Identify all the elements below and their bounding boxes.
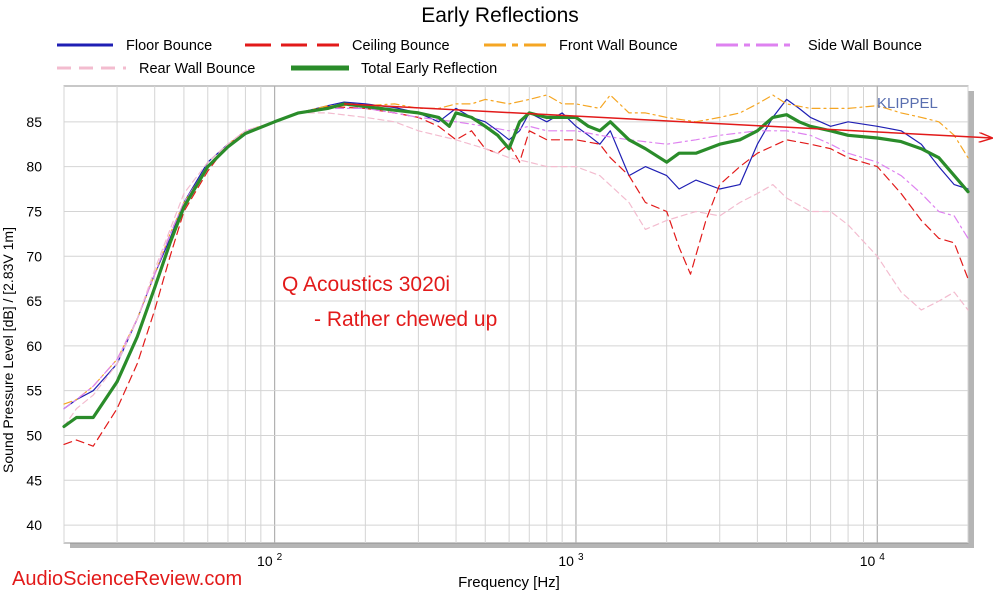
legend-item-floor-bounce: Floor Bounce bbox=[57, 38, 212, 54]
plot-area bbox=[63, 85, 969, 544]
legend-label: Side Wall Bounce bbox=[808, 38, 922, 54]
x-tick-label: 10 4 bbox=[860, 552, 886, 569]
series-layer bbox=[62, 94, 970, 447]
chart-title: Early Reflections bbox=[421, 4, 579, 27]
x-tick-label: 10 3 bbox=[558, 552, 584, 569]
x-tick-base: 10 bbox=[257, 553, 273, 569]
y-tick-label: 85 bbox=[26, 114, 42, 130]
annotation-model-name: Q Acoustics 3020i bbox=[282, 273, 450, 296]
y-tick-label: 80 bbox=[26, 159, 42, 175]
y-tick-label: 75 bbox=[26, 203, 42, 219]
grid bbox=[63, 86, 969, 543]
trend-arrow-layer bbox=[344, 103, 992, 138]
x-tick-base: 10 bbox=[860, 553, 876, 569]
x-tick-exponent: 3 bbox=[578, 552, 584, 563]
y-tick-label: 40 bbox=[26, 517, 42, 533]
watermark: AudioScienceReview.com bbox=[12, 568, 242, 590]
y-tick-label: 65 bbox=[26, 293, 42, 309]
legend-item-total-early-reflection: Total Early Reflection bbox=[291, 61, 497, 77]
series-total-early-reflection bbox=[62, 102, 970, 429]
trend-arrow bbox=[344, 103, 992, 138]
y-tick-label: 70 bbox=[26, 248, 42, 264]
y-tick-label: 45 bbox=[26, 472, 42, 488]
y-axis-label: Sound Pressure Level [dB] / [2.83V 1m] bbox=[0, 227, 16, 473]
legend-label: Ceiling Bounce bbox=[352, 38, 450, 54]
legend: Floor Bounce Ceiling Bounce Front Wall B… bbox=[57, 38, 922, 77]
annotation-comment: - Rather chewed up bbox=[314, 308, 497, 331]
x-axis-ticks: 10 2 10 3 10 4 bbox=[257, 552, 885, 569]
y-axis-ticks: 40 45 50 55 60 65 70 75 80 85 bbox=[26, 114, 42, 533]
legend-item-ceiling-bounce: Ceiling Bounce bbox=[245, 38, 450, 54]
legend-label: Total Early Reflection bbox=[361, 61, 497, 77]
x-tick-base: 10 bbox=[558, 553, 574, 569]
legend-label: Floor Bounce bbox=[126, 38, 212, 54]
series-front-wall-bounce bbox=[63, 94, 969, 405]
legend-item-rear-wall-bounce: Rear Wall Bounce bbox=[57, 61, 255, 77]
y-tick-label: 50 bbox=[26, 427, 42, 443]
legend-label: Rear Wall Bounce bbox=[139, 61, 255, 77]
series-ceiling-bounce bbox=[63, 106, 969, 447]
x-tick-label: 10 2 bbox=[257, 552, 283, 569]
legend-item-side-wall-bounce: Side Wall Bounce bbox=[716, 38, 922, 54]
x-tick-exponent: 4 bbox=[879, 552, 885, 563]
y-tick-label: 60 bbox=[26, 338, 42, 354]
series-floor-bounce bbox=[63, 98, 969, 410]
series-side-wall-bounce bbox=[63, 107, 969, 410]
series-rear-wall-bounce bbox=[63, 112, 969, 428]
annotation-klippel: KLIPPEL bbox=[877, 95, 938, 112]
legend-label: Front Wall Bounce bbox=[559, 38, 678, 54]
legend-item-front-wall-bounce: Front Wall Bounce bbox=[484, 38, 678, 54]
x-axis-label: Frequency [Hz] bbox=[458, 574, 560, 591]
x-tick-exponent: 2 bbox=[277, 552, 283, 563]
y-tick-label: 55 bbox=[26, 383, 42, 399]
